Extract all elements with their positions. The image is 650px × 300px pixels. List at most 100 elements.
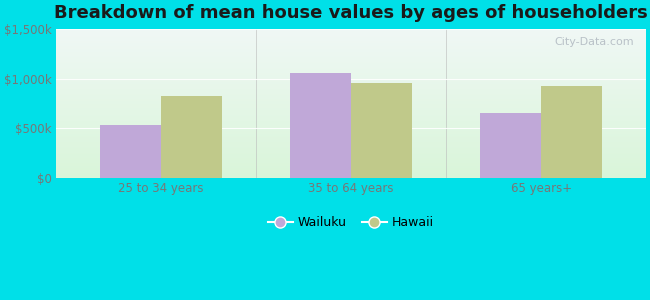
Bar	[56, 96, 646, 97]
Bar	[56, 121, 646, 122]
Bar	[56, 131, 646, 132]
Bar	[56, 72, 646, 73]
Bar	[56, 114, 646, 115]
Legend: Wailuku, Hawaii: Wailuku, Hawaii	[263, 211, 439, 234]
Bar	[56, 172, 646, 173]
Bar	[56, 169, 646, 170]
Bar	[56, 159, 646, 160]
Bar	[480, 112, 541, 178]
Bar	[56, 74, 646, 75]
Bar	[56, 156, 646, 157]
Bar	[56, 30, 646, 31]
Bar	[56, 124, 646, 125]
Bar	[56, 59, 646, 60]
Bar	[56, 64, 646, 65]
Bar	[56, 57, 646, 58]
Bar	[56, 48, 646, 49]
Bar	[56, 32, 646, 33]
Bar	[56, 152, 646, 153]
Bar	[56, 148, 646, 149]
Bar	[56, 160, 646, 161]
Bar	[56, 161, 646, 162]
Bar	[56, 149, 646, 150]
Bar	[56, 136, 646, 137]
Bar	[56, 76, 646, 77]
Bar	[56, 98, 646, 99]
Bar	[56, 158, 646, 159]
Bar	[56, 116, 646, 117]
Bar	[290, 73, 351, 178]
Bar	[56, 122, 646, 123]
Bar	[56, 113, 646, 114]
Bar	[56, 147, 646, 148]
Bar	[56, 80, 646, 81]
Bar	[56, 90, 646, 91]
Bar	[56, 33, 646, 34]
Bar	[56, 45, 646, 46]
Bar	[56, 66, 646, 67]
Bar	[56, 53, 646, 54]
Bar	[56, 140, 646, 141]
Bar	[56, 91, 646, 92]
Bar	[56, 108, 646, 109]
Bar	[56, 52, 646, 53]
Bar	[56, 49, 646, 50]
Bar	[56, 141, 646, 142]
Bar	[56, 75, 646, 76]
Bar	[56, 61, 646, 62]
Bar	[56, 173, 646, 174]
Bar	[56, 166, 646, 167]
Bar	[56, 78, 646, 79]
Bar	[56, 56, 646, 57]
Bar	[56, 154, 646, 155]
Bar	[56, 68, 646, 69]
Bar	[56, 134, 646, 135]
Bar	[56, 51, 646, 52]
Bar	[56, 171, 646, 172]
Bar	[56, 87, 646, 88]
Bar	[56, 105, 646, 106]
Bar	[56, 132, 646, 133]
Bar	[56, 142, 646, 143]
Bar	[56, 34, 646, 35]
Bar	[56, 60, 646, 61]
Bar	[56, 86, 646, 87]
Bar	[56, 82, 646, 83]
Bar	[56, 174, 646, 175]
Bar	[56, 162, 646, 163]
Bar	[56, 157, 646, 158]
Text: City-Data.com: City-Data.com	[554, 37, 634, 47]
Bar	[56, 36, 646, 37]
Bar	[56, 104, 646, 105]
Bar	[56, 143, 646, 144]
Bar	[56, 150, 646, 151]
Bar	[56, 128, 646, 129]
Bar	[56, 103, 646, 104]
Bar	[56, 88, 646, 89]
Bar	[56, 38, 646, 39]
Bar	[56, 102, 646, 103]
Bar	[56, 41, 646, 42]
Bar	[56, 67, 646, 68]
Bar	[56, 101, 646, 102]
Bar	[56, 168, 646, 169]
Bar	[56, 167, 646, 168]
Bar	[56, 40, 646, 41]
Bar	[56, 69, 646, 70]
Bar	[56, 94, 646, 95]
Bar	[56, 47, 646, 48]
Bar	[56, 84, 646, 85]
Bar	[56, 117, 646, 118]
Bar	[56, 37, 646, 38]
Bar	[56, 42, 646, 43]
Bar	[161, 96, 222, 178]
Bar	[56, 81, 646, 82]
Bar	[56, 135, 646, 136]
Bar	[56, 70, 646, 71]
Bar	[541, 86, 602, 178]
Bar	[56, 165, 646, 166]
Bar	[56, 164, 646, 165]
Bar	[56, 151, 646, 152]
Bar	[56, 106, 646, 107]
Bar	[56, 126, 646, 127]
